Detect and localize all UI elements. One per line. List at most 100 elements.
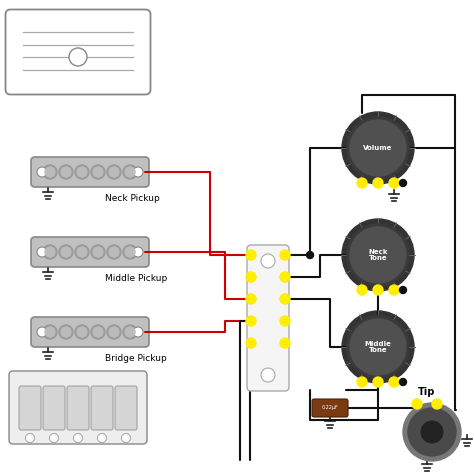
Text: Middle Pickup: Middle Pickup: [105, 274, 167, 283]
Circle shape: [373, 377, 383, 387]
Circle shape: [432, 399, 442, 409]
Circle shape: [261, 368, 275, 382]
Circle shape: [357, 377, 367, 387]
Circle shape: [98, 434, 107, 443]
FancyBboxPatch shape: [31, 157, 149, 187]
Circle shape: [400, 286, 407, 293]
Circle shape: [69, 48, 87, 66]
Circle shape: [37, 247, 47, 257]
Circle shape: [45, 327, 55, 337]
Circle shape: [400, 180, 407, 186]
Circle shape: [123, 165, 137, 179]
FancyBboxPatch shape: [6, 9, 151, 94]
Circle shape: [246, 294, 256, 304]
Circle shape: [261, 254, 275, 268]
Circle shape: [246, 272, 256, 282]
Circle shape: [77, 247, 87, 257]
Circle shape: [350, 319, 406, 375]
Circle shape: [73, 434, 82, 443]
Circle shape: [93, 167, 103, 177]
Circle shape: [77, 327, 87, 337]
Text: Volume: Volume: [363, 145, 392, 151]
Circle shape: [350, 227, 406, 283]
Circle shape: [26, 434, 35, 443]
Circle shape: [37, 167, 47, 177]
Text: Bridge Pickup: Bridge Pickup: [105, 354, 167, 363]
Circle shape: [77, 167, 87, 177]
Circle shape: [123, 245, 137, 259]
FancyBboxPatch shape: [91, 386, 113, 430]
Circle shape: [49, 434, 58, 443]
Text: Middle
Tone: Middle Tone: [365, 340, 392, 354]
Circle shape: [59, 245, 73, 259]
Circle shape: [109, 247, 119, 257]
FancyBboxPatch shape: [31, 237, 149, 267]
Circle shape: [59, 325, 73, 339]
Text: Neck
Tone: Neck Tone: [368, 248, 388, 262]
Circle shape: [280, 272, 290, 282]
Circle shape: [246, 316, 256, 326]
Circle shape: [280, 294, 290, 304]
Circle shape: [412, 399, 422, 409]
FancyBboxPatch shape: [67, 386, 89, 430]
Circle shape: [91, 245, 105, 259]
Circle shape: [350, 120, 406, 176]
Circle shape: [61, 167, 71, 177]
Circle shape: [280, 316, 290, 326]
Circle shape: [347, 224, 409, 286]
Circle shape: [408, 408, 456, 456]
Circle shape: [45, 247, 55, 257]
Text: Neck Pickup: Neck Pickup: [105, 194, 160, 203]
Circle shape: [246, 250, 256, 260]
Circle shape: [373, 285, 383, 295]
Circle shape: [342, 219, 414, 291]
Circle shape: [280, 338, 290, 348]
Circle shape: [75, 165, 89, 179]
Circle shape: [342, 311, 414, 383]
Circle shape: [133, 327, 143, 337]
Circle shape: [61, 247, 71, 257]
Circle shape: [403, 403, 461, 461]
Circle shape: [133, 167, 143, 177]
FancyBboxPatch shape: [43, 386, 65, 430]
Circle shape: [347, 117, 409, 179]
Circle shape: [107, 165, 121, 179]
FancyBboxPatch shape: [31, 317, 149, 347]
Circle shape: [246, 338, 256, 348]
Circle shape: [400, 379, 407, 385]
Circle shape: [125, 247, 135, 257]
Circle shape: [43, 325, 57, 339]
Circle shape: [93, 327, 103, 337]
Circle shape: [93, 247, 103, 257]
Circle shape: [109, 167, 119, 177]
FancyBboxPatch shape: [9, 371, 147, 444]
FancyBboxPatch shape: [115, 386, 137, 430]
Text: Tip: Tip: [419, 387, 436, 397]
Circle shape: [389, 285, 399, 295]
Circle shape: [280, 250, 290, 260]
Text: 0.22μF: 0.22μF: [322, 405, 338, 410]
Circle shape: [389, 377, 399, 387]
Circle shape: [43, 245, 57, 259]
Circle shape: [357, 178, 367, 188]
Circle shape: [357, 285, 367, 295]
Circle shape: [107, 325, 121, 339]
Circle shape: [91, 165, 105, 179]
FancyBboxPatch shape: [247, 245, 289, 391]
Circle shape: [125, 327, 135, 337]
Circle shape: [123, 325, 137, 339]
Circle shape: [125, 167, 135, 177]
Circle shape: [59, 165, 73, 179]
Circle shape: [121, 434, 130, 443]
FancyBboxPatch shape: [19, 386, 41, 430]
FancyBboxPatch shape: [312, 399, 348, 417]
Circle shape: [37, 327, 47, 337]
Circle shape: [45, 167, 55, 177]
Circle shape: [107, 245, 121, 259]
Circle shape: [307, 252, 313, 258]
Circle shape: [347, 316, 409, 378]
Circle shape: [43, 165, 57, 179]
Circle shape: [61, 327, 71, 337]
Circle shape: [75, 325, 89, 339]
Circle shape: [75, 245, 89, 259]
